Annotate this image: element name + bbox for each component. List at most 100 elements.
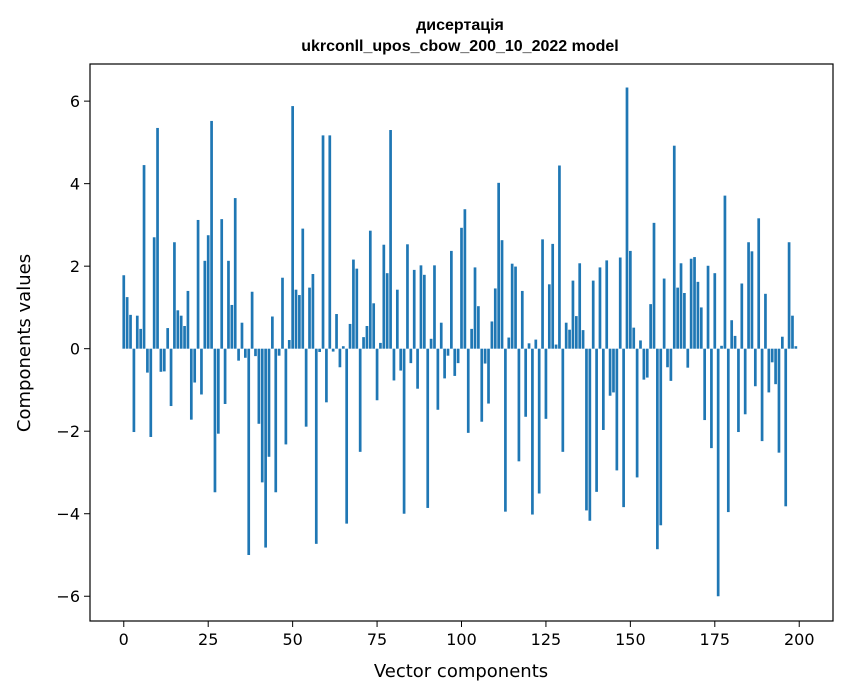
bar [260,348,264,483]
bar [733,335,737,349]
bar [375,348,379,401]
bar [656,348,659,550]
bar [561,348,565,452]
bar [318,348,321,352]
x-tick-label: 50 [282,630,302,649]
bar [433,265,436,349]
bar [294,289,298,349]
bar [362,337,365,349]
bar [348,323,352,349]
bar [716,348,720,597]
bar [392,348,396,381]
bar [696,281,700,349]
bar [615,348,619,471]
bar [629,250,632,349]
x-tick-label: 75 [367,630,387,649]
bar [139,328,143,349]
bar [298,295,301,349]
bar [662,278,666,349]
bar [571,280,575,349]
bar [338,348,342,368]
bar [125,297,129,349]
bar [787,242,791,349]
y-tick-label: 4 [70,175,80,194]
bar [770,348,774,363]
bar [122,275,126,349]
bar [608,348,612,396]
bar [625,87,629,349]
bar [176,310,180,349]
bar [568,329,571,349]
bar [730,320,734,349]
bar [723,195,727,349]
y-axis-label: Components values [14,254,35,432]
y-tick-label: 6 [70,92,80,111]
bar [622,348,625,508]
bar [672,145,676,349]
bar [767,348,771,393]
bar [605,260,609,349]
bar [460,227,463,349]
bar [304,348,308,427]
bar [281,277,284,349]
bar [345,348,349,524]
plot-frame [89,63,834,622]
bar [706,265,710,349]
bar [203,260,207,349]
bar [500,240,504,349]
bar [257,348,261,424]
bar [321,135,325,349]
bar [564,322,568,349]
bar [743,348,747,415]
bar [588,348,592,521]
bar [659,348,663,526]
bar [365,326,369,349]
bar [237,348,240,361]
bar [395,289,399,349]
bar [436,348,440,410]
bar [713,273,717,349]
bar [132,348,136,433]
bar [669,348,673,381]
bar [784,348,788,507]
bar [686,348,690,368]
bar [200,348,203,395]
bar [453,348,457,376]
bar [244,348,247,358]
bar [581,330,585,349]
bar [264,348,267,548]
bar [247,348,251,555]
bar [510,263,514,349]
bar [598,267,602,349]
bar [379,342,382,349]
bar [210,120,213,349]
bar [341,346,345,349]
bar [399,348,403,371]
y-tick-label: −4 [56,505,80,524]
bar [162,348,166,372]
bar [612,348,615,393]
bar [412,269,416,349]
bar [747,242,750,349]
bar [551,243,555,349]
bar [760,348,764,442]
bar [632,327,636,349]
bar [173,242,176,349]
bar [645,348,649,378]
x-tick-label: 175 [700,630,731,649]
bar [463,209,467,349]
bar [206,235,210,349]
bar [193,348,197,383]
bar [372,303,376,349]
bar [355,268,359,349]
bar [284,348,288,445]
bar [780,336,784,349]
bar [693,257,696,349]
bar [352,259,355,349]
x-tick-label: 0 [119,630,129,649]
x-tick-label: 200 [784,630,815,649]
bar [250,291,254,349]
bar [230,304,234,349]
bar [423,274,426,349]
